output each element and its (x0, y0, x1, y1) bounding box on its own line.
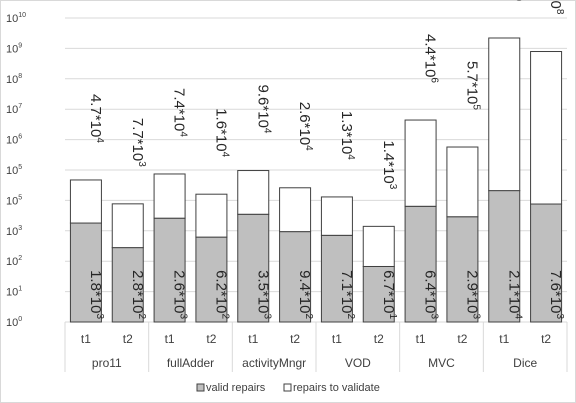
bar-valid-repairs (362, 265, 395, 323)
x-tick-label: t2 (290, 332, 300, 346)
x-tick-label: t2 (206, 332, 216, 346)
x-tick-label: t2 (541, 332, 551, 346)
bar-repairs-to-validate (111, 203, 144, 249)
data-label-valid-repairs: 2.1*104 (505, 270, 523, 319)
data-label-valid-repairs: 2.6*103 (171, 270, 189, 319)
bar-repairs-to-validate (279, 187, 312, 233)
x-tick-label: t1 (499, 332, 509, 346)
x-tick-label: t1 (416, 332, 426, 346)
bar-repairs-to-validate (320, 196, 353, 236)
bar-repairs-to-validate (237, 170, 270, 215)
data-label-repairs-to-validate: 1.3*104 (338, 111, 356, 160)
y-axis-ticks: 100 101 102 103 105 105 106 107 108 109 1010 (6, 12, 26, 329)
data-label-repairs-to-validate: 7.9*108 (547, 0, 565, 15)
data-label-repairs-to-validate: 7.7*103 (129, 118, 147, 167)
y-tick-label: 107 (6, 103, 22, 116)
y-tick-label: 100 (6, 316, 22, 329)
y-tick-label: 106 (6, 134, 22, 147)
data-label-valid-repairs: 7.1*102 (338, 270, 356, 319)
data-label-repairs-to-validate: 1.4*103 (380, 140, 398, 189)
data-label-repairs-to-validate: 2.6*104 (296, 102, 314, 151)
bar-repairs-to-validate (446, 146, 479, 218)
bar-repairs-to-validate (530, 51, 563, 205)
data-label-valid-repairs: 6.7*101 (380, 270, 398, 319)
group-label: VOD (345, 356, 371, 370)
bar-valid-repairs (530, 203, 563, 323)
bar-valid-repairs (320, 234, 353, 323)
bar-valid-repairs (404, 205, 437, 323)
data-label-repairs-to-validate: 4.4*106 (422, 34, 440, 83)
group-label: Dice (513, 356, 537, 370)
bar-valid-repairs (153, 217, 186, 323)
legend-label-repairs-to-validate: repairs to validate (293, 382, 380, 394)
data-label-repairs-to-validate: 4.7*104 (87, 94, 105, 143)
legend-swatch-repairs-to-validate (283, 383, 292, 392)
y-tick-label: 1010 (6, 12, 26, 25)
bar-repairs-to-validate (362, 225, 395, 267)
data-label-repairs-to-validate: 1.6*104 (212, 108, 230, 157)
bar-valid-repairs (69, 222, 102, 323)
legend-label-valid-repairs: valid repairs (206, 382, 266, 394)
y-tick-label: 105 (6, 194, 22, 207)
y-tick-label: 108 (6, 73, 22, 86)
x-tick-label: t2 (457, 332, 467, 346)
x-tick-label: t1 (165, 332, 175, 346)
x-tick-label: t1 (332, 332, 342, 346)
bars (69, 37, 563, 323)
bar-repairs-to-validate (404, 119, 437, 207)
x-tick-label: t2 (123, 332, 133, 346)
bar-valid-repairs (195, 236, 228, 323)
y-tick-label: 102 (6, 255, 22, 268)
y-tick-label: 105 (6, 164, 22, 177)
y-tick-label: 103 (6, 225, 22, 238)
x-tick-label: t1 (248, 332, 258, 346)
data-label-valid-repairs: 9.4*102 (296, 270, 314, 319)
data-label-valid-repairs: 1.8*103 (87, 270, 105, 319)
data-label-valid-repairs: 6.4*103 (422, 270, 440, 319)
bar-valid-repairs (237, 213, 270, 323)
legend-swatch-valid-repairs (196, 383, 205, 392)
data-label-valid-repairs: 2.8*102 (129, 270, 147, 319)
data-label-repairs-to-validate: 2.2*109 (505, 0, 523, 1)
bar-repairs-to-validate (195, 193, 228, 238)
data-label-repairs-to-validate: 5.7*105 (463, 61, 481, 110)
data-labels: 1.8*103 4.7*104 2.8*102 7.7*103 2.6*103 7.4*1… (87, 0, 565, 319)
bar-repairs-to-validate (153, 173, 186, 219)
group-label: fullAdder (167, 356, 214, 370)
data-label-valid-repairs: 7.6*103 (547, 270, 565, 319)
y-tick-label: 101 (6, 286, 22, 299)
data-label-repairs-to-validate: 9.6*104 (254, 85, 272, 134)
y-tick-label: 109 (6, 42, 22, 55)
legend: valid repairs repairs to validate (196, 382, 380, 394)
x-tick-label: t1 (81, 332, 91, 346)
data-label-valid-repairs: 6.2*102 (212, 270, 230, 319)
group-label: pro11 (92, 356, 122, 370)
group-label: MVC (428, 356, 455, 370)
bar-valid-repairs (111, 247, 144, 323)
x-tick-label: t2 (374, 332, 384, 346)
data-label-valid-repairs: 3.5*103 (254, 270, 272, 319)
bar-valid-repairs (488, 190, 521, 323)
bar-repairs-to-validate (488, 37, 521, 192)
data-label-valid-repairs: 2.9*103 (463, 270, 481, 319)
data-label-repairs-to-validate: 7.4*104 (171, 88, 189, 137)
group-label: activityMngr (242, 356, 306, 370)
bar-repairs-to-validate (69, 179, 102, 224)
bar-valid-repairs (279, 231, 312, 323)
